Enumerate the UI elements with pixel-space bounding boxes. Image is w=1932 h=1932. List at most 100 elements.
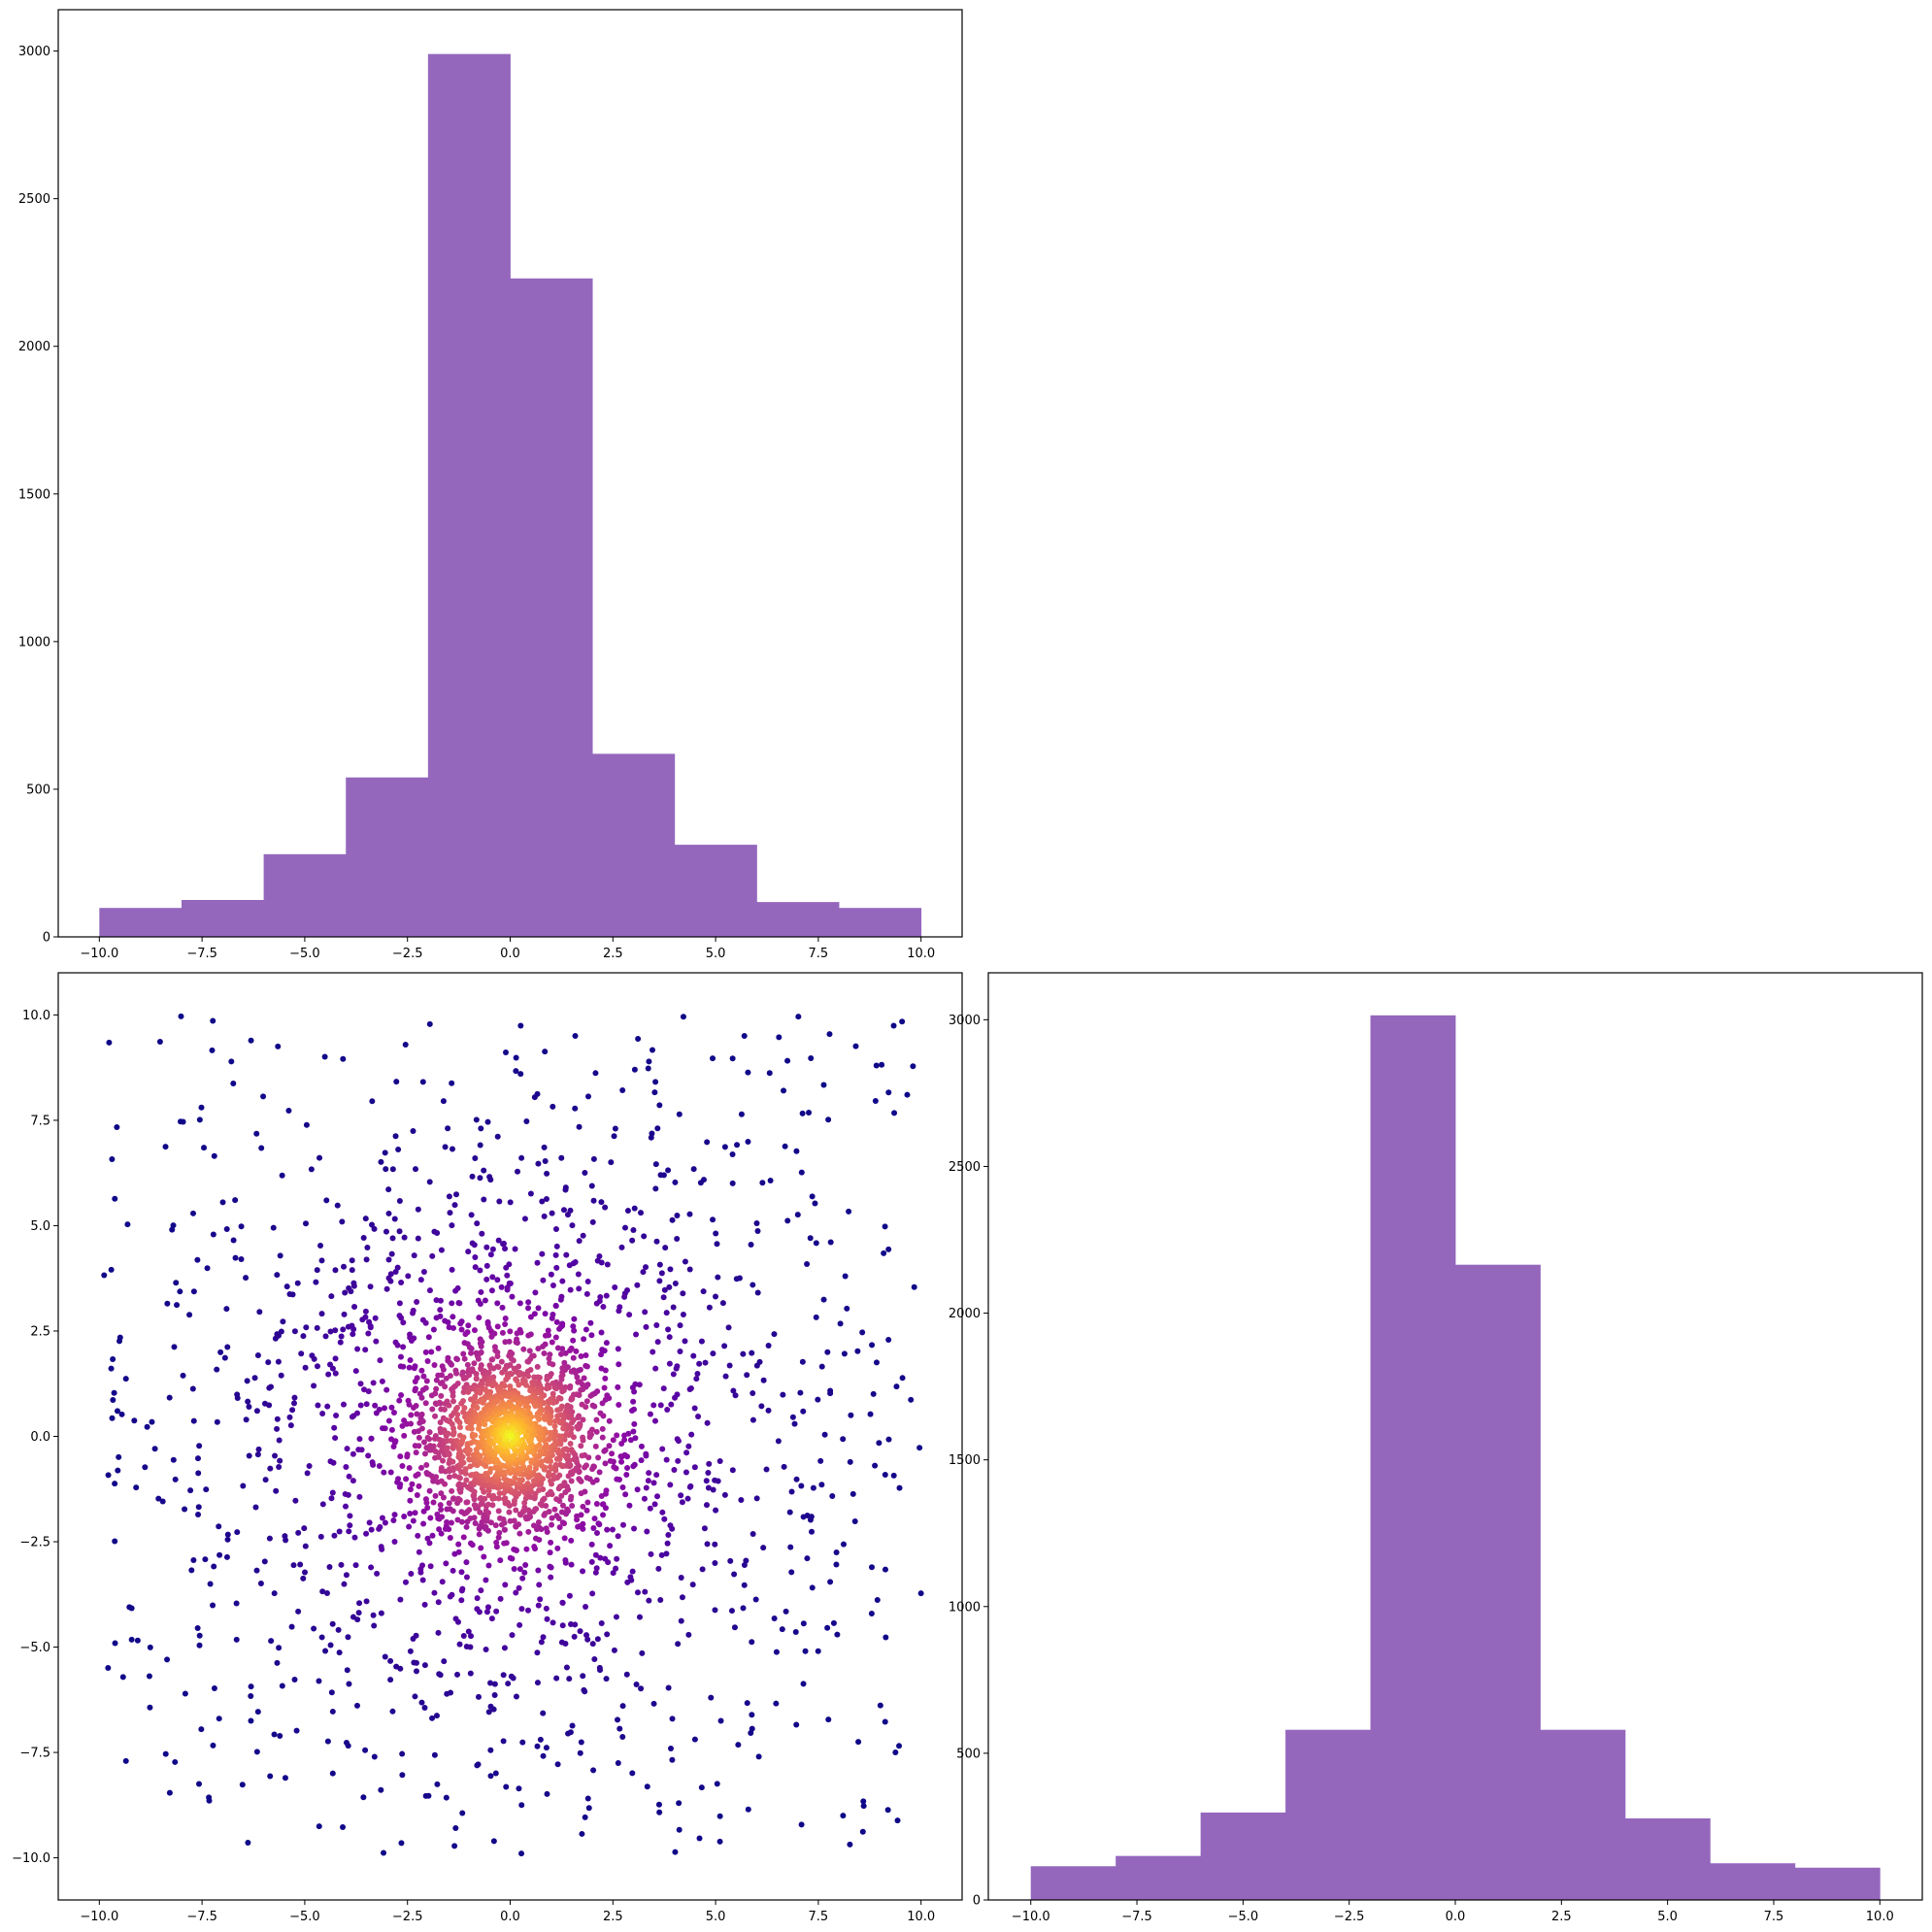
scatter-point: [286, 1414, 293, 1420]
scatter-point: [290, 1562, 297, 1569]
y-tick-label: 2000: [18, 340, 50, 354]
scatter-point: [195, 1470, 202, 1477]
scatter-point: [622, 1491, 629, 1498]
scatter-point: [583, 1352, 589, 1359]
scatter-point: [586, 1434, 593, 1441]
scatter-point: [690, 1352, 697, 1359]
scatter-point: [454, 1381, 461, 1387]
scatter-point: [552, 1461, 559, 1468]
scatter-point: [262, 1477, 269, 1483]
scatter-point: [452, 1287, 459, 1294]
scatter-point: [465, 1388, 472, 1395]
scatter-point: [793, 1721, 800, 1728]
scatter-point: [475, 1355, 482, 1362]
scatter-point: [547, 1563, 553, 1570]
histogram-bar: [1710, 1863, 1796, 1900]
scatter-point: [473, 1116, 480, 1123]
scatter-point: [731, 1624, 738, 1631]
scatter-point: [366, 1519, 373, 1526]
scatter-point: [396, 1228, 403, 1235]
scatter-point: [596, 1469, 603, 1476]
scatter-point: [548, 1478, 554, 1484]
scatter-point: [234, 1394, 241, 1401]
scatter-point: [278, 1328, 284, 1335]
scatter-point: [708, 1694, 715, 1701]
scatter-point: [477, 1267, 483, 1274]
scatter-point: [516, 1382, 522, 1388]
scatter-point: [553, 1675, 560, 1682]
scatter-point: [885, 1337, 892, 1344]
scatter-point: [577, 1749, 583, 1756]
scatter-point: [713, 1230, 719, 1237]
scatter-point: [661, 1286, 668, 1293]
scatter-point: [484, 1118, 491, 1125]
scatter-point: [415, 1206, 421, 1213]
scatter-point: [156, 1038, 163, 1045]
scatter-point: [487, 1773, 494, 1780]
scatter-point: [760, 1377, 767, 1383]
scatter-point: [870, 1390, 877, 1397]
scatter-point: [581, 1686, 587, 1693]
scatter-point: [615, 1346, 621, 1352]
scatter-point: [686, 1211, 693, 1217]
scatter-point: [576, 1123, 583, 1130]
scatter-point: [448, 1689, 454, 1696]
scatter-point: [442, 1144, 449, 1150]
scatter-point: [399, 1750, 406, 1757]
y-tick-label: 3000: [18, 45, 50, 59]
scatter-point: [387, 1657, 394, 1664]
scatter-point: [881, 1249, 887, 1256]
scatter-point: [478, 1343, 484, 1349]
scatter-point: [650, 1047, 656, 1053]
scatter-point: [381, 1469, 387, 1476]
scatter-point: [321, 1053, 328, 1060]
scatter-point: [672, 1849, 679, 1855]
scatter-point: [356, 1600, 363, 1607]
scatter-point: [352, 1562, 359, 1569]
x-tick-label: −2.5: [392, 947, 423, 961]
scatter-point: [754, 1289, 761, 1296]
scatter-point: [110, 1355, 117, 1362]
scatter-point: [535, 1567, 542, 1574]
scatter-point: [793, 1476, 800, 1482]
scatter-point: [664, 1540, 671, 1547]
scatter-point: [570, 1354, 577, 1361]
scatter-point: [550, 1472, 556, 1479]
scatter-point: [468, 1425, 475, 1432]
scatter-point: [474, 1606, 481, 1613]
scatter-point: [341, 1311, 348, 1317]
scatter-point: [677, 1322, 683, 1329]
scatter-point: [525, 1305, 532, 1312]
scatter-point: [516, 1785, 522, 1792]
scatter-point: [542, 1332, 549, 1339]
scatter-point: [294, 1280, 301, 1286]
scatter-point: [626, 1502, 633, 1509]
scatter-point: [630, 1463, 637, 1470]
scatter-point: [319, 1411, 326, 1417]
scatter-point: [430, 1326, 437, 1333]
scatter-point: [526, 1348, 533, 1354]
scatter-point: [654, 1493, 661, 1500]
scatter-point: [603, 1292, 610, 1299]
scatter-point: [477, 1300, 483, 1307]
scatter-point: [487, 1519, 494, 1526]
scatter-point: [775, 1438, 782, 1445]
scatter-point: [740, 1605, 747, 1612]
scatter-point: [680, 1290, 686, 1297]
scatter-point: [389, 1708, 396, 1715]
scatter-point: [503, 1377, 510, 1383]
scatter-point: [606, 1417, 613, 1424]
scatter-point: [731, 1571, 738, 1578]
scatter-point: [357, 1381, 364, 1387]
scatter-point: [846, 1208, 852, 1215]
scatter-point: [426, 1487, 433, 1494]
scatter-point: [606, 1443, 613, 1449]
scatter-point: [911, 1283, 917, 1290]
scatter-point: [504, 1272, 511, 1279]
scatter-point: [431, 1751, 438, 1758]
scatter-point: [651, 1501, 658, 1508]
scatter-point: [446, 1402, 452, 1409]
scatter-point: [701, 1525, 708, 1532]
scatter-point: [338, 1561, 345, 1568]
scatter-point: [788, 1488, 795, 1495]
